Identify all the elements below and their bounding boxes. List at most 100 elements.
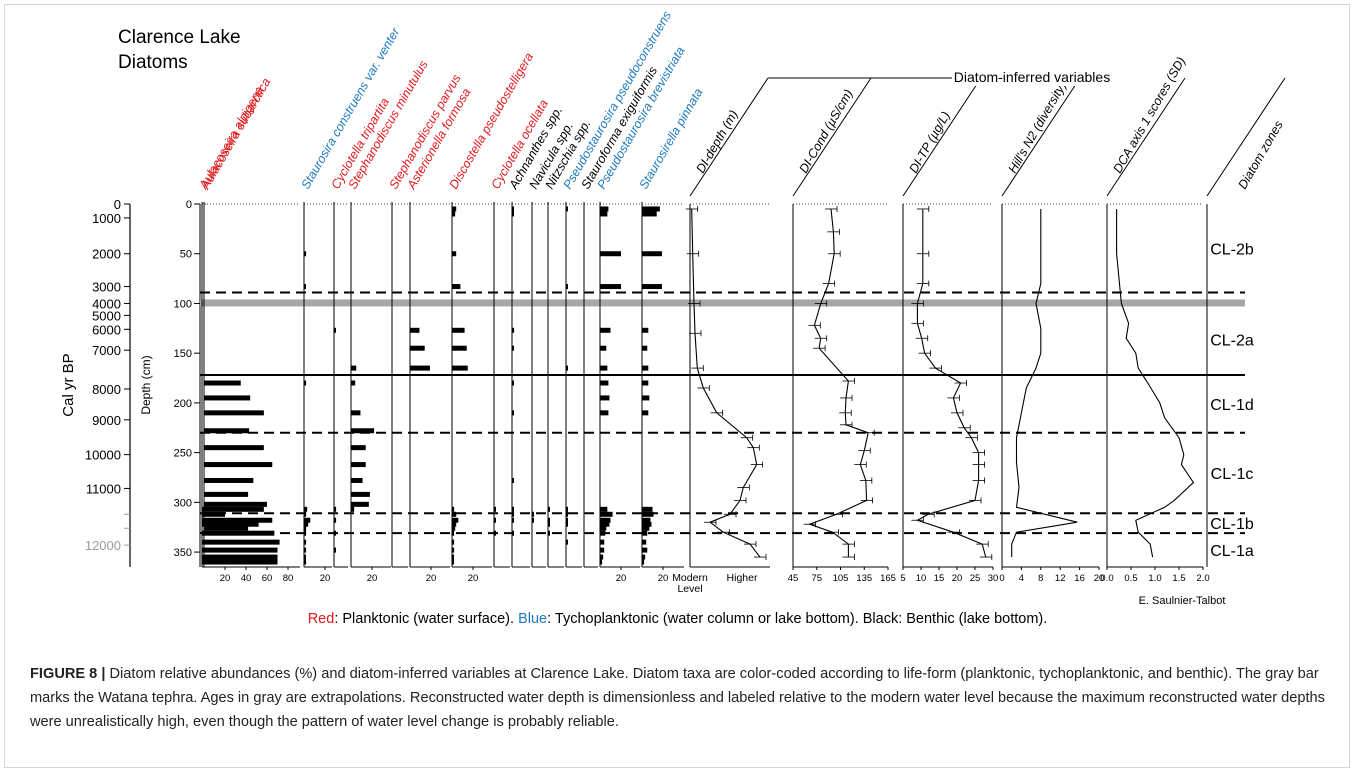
abundance-bar xyxy=(642,211,657,217)
curve-header-slant xyxy=(689,77,769,197)
curve-xlabel: Higher xyxy=(727,572,758,584)
legend-blue-key: Blue xyxy=(518,611,548,627)
abundance-bar xyxy=(600,547,605,553)
abundance-bar xyxy=(512,345,514,351)
abundance-bar xyxy=(642,395,650,401)
taxon-scale-label: 60 xyxy=(262,573,273,584)
age-tick-label: 12000 xyxy=(85,538,121,553)
abundance-bar xyxy=(642,530,648,536)
depth-tick-label: 100 xyxy=(174,298,192,310)
abundance-bar xyxy=(452,365,468,371)
abundance-bar xyxy=(548,506,550,512)
age-tick-label: 2000 xyxy=(92,247,121,262)
age-tick-label: 1000 xyxy=(92,211,121,226)
curve-header-slant xyxy=(792,77,872,197)
zone-label: CL-1c xyxy=(1211,466,1254,483)
curve-tick-label: 20 xyxy=(1094,573,1105,584)
abundance-bar xyxy=(642,365,649,371)
abundance-bar xyxy=(204,380,241,386)
curve-name: DCA axis 1 scores (SD) xyxy=(1110,55,1188,176)
depth-tick-label: 200 xyxy=(174,398,192,410)
abundance-bar xyxy=(204,517,273,523)
abundance-bar xyxy=(202,530,204,536)
abundance-bar xyxy=(204,521,259,527)
depth-tick-label: 0 xyxy=(186,199,192,211)
abundance-bar xyxy=(204,530,275,536)
abundance-bar xyxy=(351,445,366,451)
abundance-bar xyxy=(204,477,254,483)
abundance-bar xyxy=(304,547,307,553)
depth-tick-label: 150 xyxy=(174,348,192,360)
abundance-bar xyxy=(202,559,204,565)
abundance-bar xyxy=(600,506,608,512)
abundance-bar xyxy=(642,284,662,290)
taxon-scale-label: 20 xyxy=(468,573,479,584)
abundance-bar xyxy=(642,327,649,333)
abundance-bar xyxy=(351,506,355,512)
abundance-bar xyxy=(202,506,204,512)
abundance-bar xyxy=(452,284,461,290)
curve-line xyxy=(807,208,869,558)
stratigraphic-diagram: Clarence LakeDiatoms01000200030004000500… xyxy=(60,9,1286,605)
taxon-scale-label: 20 xyxy=(616,573,627,584)
abundance-bar xyxy=(204,547,278,553)
abundance-bar xyxy=(334,327,336,333)
figure-frame xyxy=(4,4,1350,768)
color-legend: Red: Planktonic (water surface). Blue: T… xyxy=(0,611,1355,627)
curve-header-slant xyxy=(1106,77,1186,197)
legend-red-key: Red xyxy=(307,611,335,627)
tephra-bar xyxy=(200,299,1245,307)
abundance-bar xyxy=(304,539,307,545)
abundance-bar xyxy=(642,525,650,531)
abundance-bar xyxy=(642,517,651,523)
abundance-bar xyxy=(304,559,307,565)
abundance-bar xyxy=(600,530,606,536)
abundance-bar xyxy=(642,521,652,527)
abundance-bar xyxy=(304,530,307,536)
abundance-bar xyxy=(204,395,251,401)
curve-tick-label: 5 xyxy=(900,573,905,584)
abundance-bar xyxy=(452,539,455,545)
abundance-bar xyxy=(452,559,454,565)
abundance-bar xyxy=(202,547,204,553)
abundance-bar xyxy=(452,211,456,217)
age-tick-label: 0 xyxy=(114,197,121,212)
abundance-bar xyxy=(410,327,420,333)
age-tick-label: 3000 xyxy=(92,280,121,295)
group-header-label: Diatom-inferred variables xyxy=(954,69,1110,85)
abundance-bar xyxy=(452,511,457,517)
abundance-bar xyxy=(204,554,278,560)
abundance-bar xyxy=(494,506,496,512)
abundance-bar xyxy=(351,410,361,416)
age-tick-label: 7000 xyxy=(92,343,121,358)
abundance-bar xyxy=(566,511,568,517)
abundance-bar xyxy=(548,517,550,523)
curve-tick-label: 0.5 xyxy=(1124,573,1137,584)
depth-axis-title: Depth (cm) xyxy=(139,355,153,414)
abundance-bar xyxy=(202,554,204,560)
taxon-scale-label: 20 xyxy=(658,573,669,584)
abundance-bar xyxy=(512,380,514,386)
age-tick-label: 6000 xyxy=(92,322,121,337)
abundance-bar xyxy=(452,517,459,523)
zones-title: Diatom zones xyxy=(1235,118,1285,191)
zone-label: CL-2a xyxy=(1210,332,1254,349)
abundance-bar xyxy=(642,380,649,386)
abundance-bar xyxy=(600,206,609,212)
curve-tick-label: 1.5 xyxy=(1172,573,1185,584)
taxon-scale-label: 40 xyxy=(241,573,252,584)
abundance-bar xyxy=(600,395,610,401)
zones-header-slant xyxy=(1206,77,1286,197)
abundance-bar xyxy=(351,491,370,497)
curve-header-slant xyxy=(902,77,982,197)
abundance-bar xyxy=(204,445,264,451)
curve-line xyxy=(691,208,761,558)
abundance-bar xyxy=(204,491,249,497)
abundance-bar xyxy=(452,554,454,560)
age-axis-title: Cal yr BP xyxy=(60,353,77,416)
taxon-name: Aulacoseira subarctica xyxy=(198,76,274,193)
abundance-bar xyxy=(202,511,204,517)
taxon-scale-label: 80 xyxy=(283,573,294,584)
abundance-bar xyxy=(566,517,568,523)
curve-tick-label: 165 xyxy=(880,573,896,584)
